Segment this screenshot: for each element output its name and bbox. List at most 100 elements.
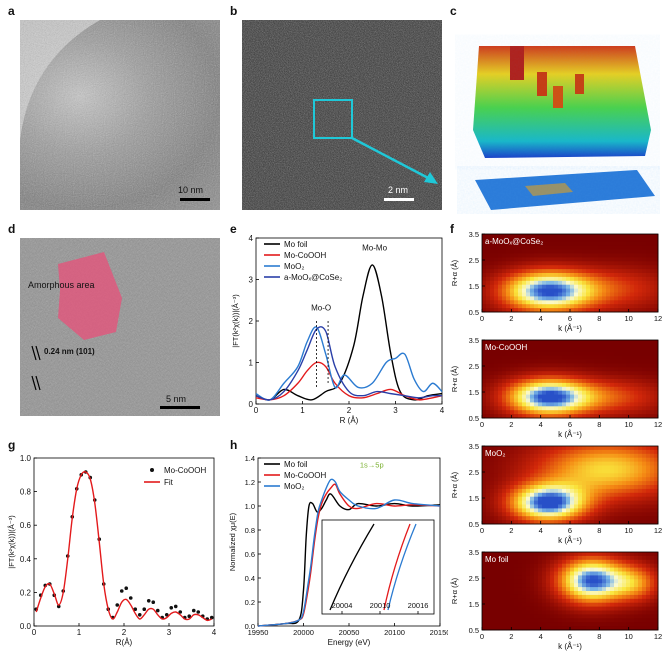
f-cell (526, 516, 531, 521)
f-cell (526, 583, 531, 588)
f-cell (578, 457, 583, 462)
f-cell (618, 249, 623, 254)
f-cell (538, 273, 543, 278)
f-map-label-3: Mo foil (485, 555, 509, 564)
f-cell (562, 375, 567, 380)
f-cell (530, 237, 535, 243)
f-cell (586, 457, 591, 462)
f-cell (630, 304, 635, 309)
f-cell (526, 241, 531, 247)
f-cell (546, 485, 551, 490)
f-cell (538, 410, 543, 415)
f-cell (634, 571, 639, 576)
f-cell (554, 296, 559, 301)
f-cell (622, 492, 627, 498)
f-cell (582, 288, 587, 293)
f-cell (646, 245, 651, 250)
f-cell (530, 579, 535, 584)
f-cell (646, 587, 651, 592)
f-cell (554, 347, 559, 353)
f-cell (490, 579, 495, 584)
f-cell (570, 552, 575, 557)
f-cell (574, 359, 579, 364)
f-cell (626, 469, 631, 474)
f-cell (614, 614, 619, 619)
f-cell (578, 461, 583, 466)
f-cell (582, 355, 587, 360)
f-cell (554, 485, 559, 490)
f-cell (634, 382, 639, 388)
f-cell (518, 273, 523, 278)
f-cell (590, 591, 595, 596)
f-cell (618, 308, 623, 313)
f-map-3-xtick-label: 10 (624, 632, 632, 641)
f-cell (626, 508, 631, 513)
f-cell (642, 367, 647, 372)
f-cell (626, 591, 631, 596)
f-cell (554, 237, 559, 243)
f-cell (534, 261, 539, 266)
f-cell (490, 508, 495, 513)
f-cell (542, 304, 547, 309)
f-cell (622, 485, 627, 490)
f-cell (506, 371, 511, 376)
f-cell (526, 355, 531, 360)
f-cell (554, 394, 559, 399)
f-cell (578, 504, 583, 509)
f-cell (598, 245, 603, 250)
f-cell (654, 296, 659, 301)
f-map-2-xtick-label: 12 (654, 526, 662, 535)
f-cell (542, 477, 547, 482)
f-cell (486, 241, 491, 247)
f-cell (550, 587, 555, 592)
f-cell (566, 355, 571, 360)
f-cell (602, 602, 607, 607)
f-cell (590, 276, 595, 282)
f-cell (634, 367, 639, 372)
f-cell (502, 276, 507, 282)
f-cell (554, 453, 559, 459)
f-cell (578, 626, 583, 631)
f-cell (558, 610, 563, 615)
f-cell (558, 559, 563, 565)
f-cell (550, 552, 555, 557)
f-cell (510, 382, 515, 388)
f-cell (586, 555, 591, 561)
f-cell (642, 249, 647, 254)
f-cell (558, 308, 563, 313)
f-cell (558, 477, 563, 482)
f-cell (578, 343, 583, 349)
f-map-1-xtick-label: 0 (480, 420, 484, 429)
f-cell (510, 351, 515, 356)
f-cell (482, 610, 487, 615)
f-cell (570, 300, 575, 305)
f-cell (550, 406, 555, 411)
f-cell (550, 292, 555, 297)
f-cell (510, 567, 515, 572)
f-cell (654, 375, 659, 380)
f-cell (634, 449, 639, 455)
f-cell (598, 363, 603, 368)
f-cell (538, 555, 543, 561)
f-cell (606, 469, 611, 474)
f-cell (558, 340, 563, 345)
f-cell (634, 606, 639, 611)
f-cell (642, 394, 647, 399)
f-cell (594, 308, 599, 313)
f-cell (634, 614, 639, 619)
f-cell (566, 308, 571, 313)
f-cell (618, 567, 623, 572)
f-map-3-ytick-label: 1.5 (469, 600, 479, 609)
g-point (142, 607, 147, 611)
f-cell (614, 465, 619, 470)
f-cell (498, 614, 503, 619)
f-cell (630, 500, 635, 505)
f-cell (538, 371, 543, 376)
f-cell (638, 516, 643, 521)
f-cell (530, 382, 535, 388)
f-cell (526, 308, 531, 313)
f-cell (538, 292, 543, 297)
f-cell (562, 457, 567, 462)
f-cell (614, 241, 619, 247)
f-cell (646, 591, 651, 596)
